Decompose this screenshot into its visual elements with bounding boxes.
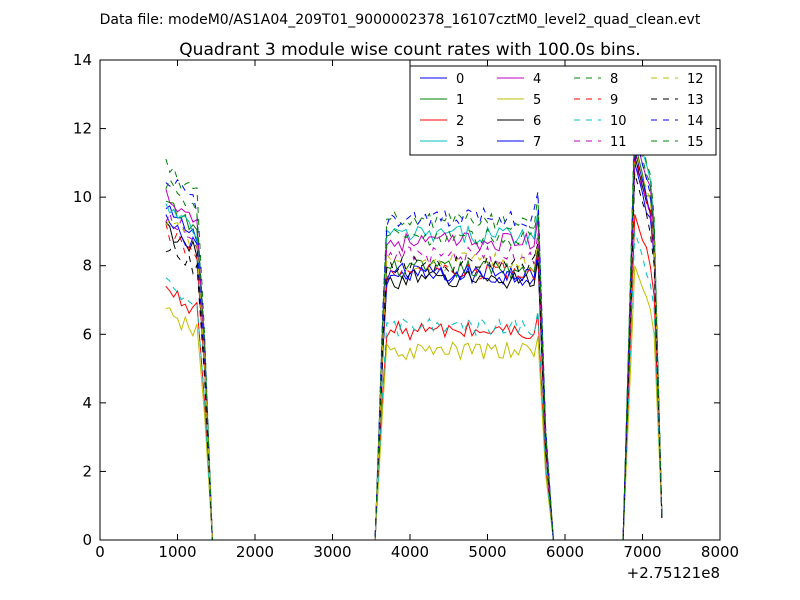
series-line-0: [165, 162, 663, 541]
y-tick-label: 12: [73, 120, 92, 138]
series-line-5: [165, 265, 663, 541]
legend-label-1: 1: [456, 93, 464, 108]
y-tick-label: 6: [82, 325, 92, 343]
legend-label-7: 7: [533, 135, 541, 150]
legend-label-0: 0: [456, 72, 464, 87]
x-tick-label: 0: [95, 543, 105, 561]
series-line-1: [165, 142, 663, 541]
series-line-8: [165, 107, 663, 541]
y-tick-label: 10: [73, 188, 92, 206]
legend-label-11: 11: [610, 135, 627, 150]
legend-label-3: 3: [456, 135, 464, 150]
legend-label-15: 15: [687, 135, 704, 150]
legend-label-12: 12: [687, 72, 704, 87]
series-layer: [165, 107, 663, 541]
x-tick-label: 5000: [468, 543, 506, 561]
y-tick-label: 2: [82, 462, 92, 480]
axis-ticks: 0 1000 2000 3000 4000 5000 6000 7000 80000246810…: [73, 51, 739, 561]
series-line-14: [165, 131, 663, 541]
legend-label-14: 14: [687, 114, 704, 129]
series-line-10: [165, 231, 663, 541]
suptitle: Data file: modeM0/AS1A04_209T01_90000023…: [100, 12, 701, 28]
legend-label-9: 9: [610, 93, 618, 108]
y-tick-label: 8: [82, 257, 92, 275]
series-line-9: [165, 152, 663, 541]
x-tick-label: 8000: [701, 543, 739, 561]
legend-box: [409, 65, 717, 156]
x-tick-label: 4000: [391, 543, 429, 561]
chart-title: Quadrant 3 module wise count rates with …: [179, 40, 640, 60]
series-line-2: [165, 214, 663, 541]
series-line-6: [165, 155, 663, 541]
legend-label-6: 6: [533, 114, 541, 129]
series-line-12: [165, 145, 663, 541]
series-line-15: [165, 124, 663, 541]
legend-label-5: 5: [533, 93, 541, 108]
x-tick-label: 3000: [313, 543, 351, 561]
y-tick-label: 14: [73, 51, 92, 69]
legend-label-4: 4: [533, 72, 541, 87]
series-line-4: [165, 131, 663, 541]
x-tick-label: 7000: [623, 543, 661, 561]
x-tick-label: 6000: [546, 543, 584, 561]
x-tick-label: 2000: [236, 543, 274, 561]
legend-label-13: 13: [687, 93, 704, 108]
y-tick-label: 0: [82, 531, 92, 549]
legend-label-8: 8: [610, 72, 618, 87]
series-line-11: [165, 159, 663, 541]
series-line-7: [165, 148, 663, 541]
x-offset-label: +2.75121e8: [627, 564, 720, 582]
legend-label-2: 2: [456, 114, 464, 129]
y-tick-label: 4: [82, 394, 92, 412]
x-tick-label: 1000: [158, 543, 196, 561]
legend-label-10: 10: [610, 114, 627, 129]
